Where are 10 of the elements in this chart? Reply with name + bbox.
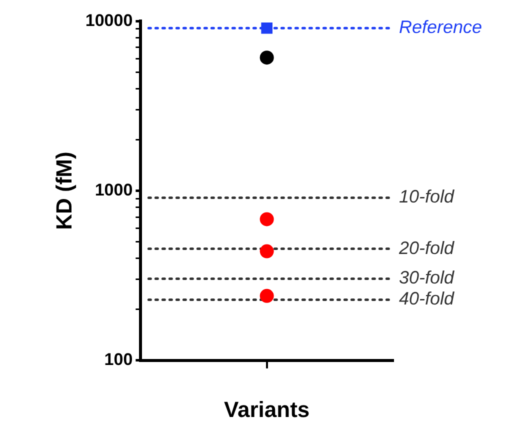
y-axis-title: KD (fM) [51, 152, 76, 230]
y-tick-label: 1000 [94, 180, 133, 200]
ref-line-label: 20-fold [398, 238, 456, 258]
ref-line-label: Reference [399, 17, 482, 38]
y-tick-label: 10000 [85, 10, 133, 30]
y-tick-label: 100 [104, 350, 133, 370]
ref-line-label: 30-fold [399, 268, 456, 288]
ref-line-label: 10-fold [399, 186, 456, 207]
x-axis-title: Variants [224, 396, 310, 422]
ref-line-label: 40-fold [399, 288, 456, 309]
